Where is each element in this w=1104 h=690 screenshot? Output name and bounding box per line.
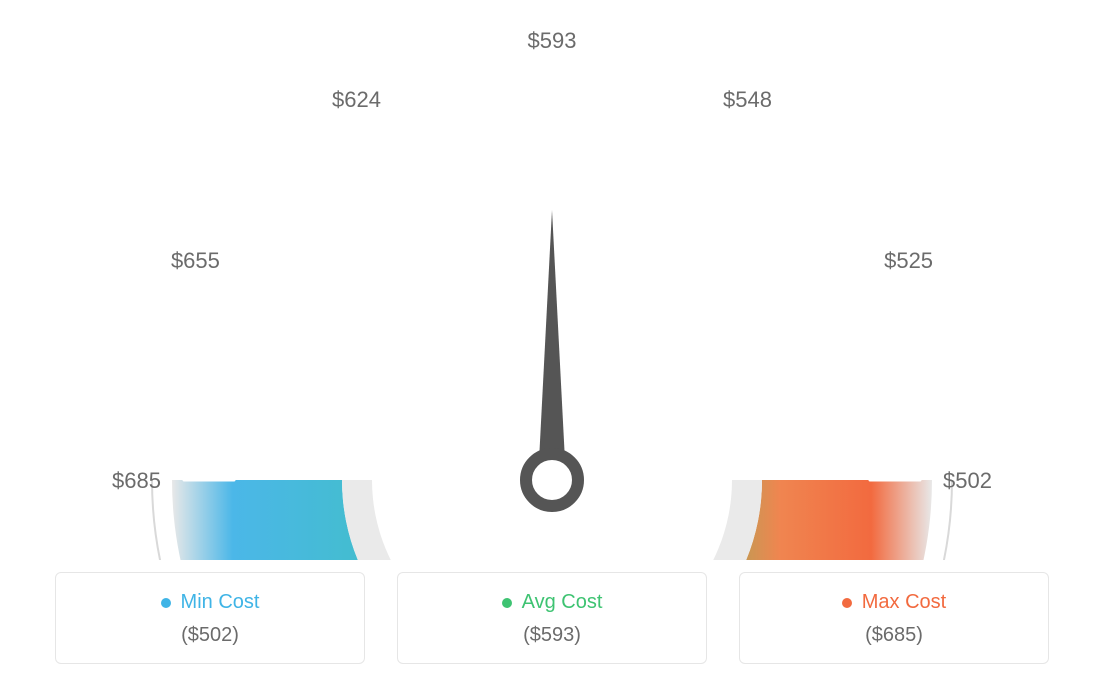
legend-value-min: ($502) — [66, 624, 354, 647]
gauge-chart: $502 $525 $548 $593 $624 $655 $685 — [0, 0, 1104, 560]
gauge-tick-label: $502 — [932, 468, 992, 494]
legend-row: Min Cost ($502) Avg Cost ($593) Max Cost… — [0, 560, 1104, 664]
gauge-tick-label: $624 — [332, 87, 381, 113]
legend-box-max: Max Cost ($685) — [739, 572, 1049, 664]
gauge-tick-label: $525 — [873, 248, 933, 274]
gauge-tick-label: $548 — [712, 87, 772, 113]
gauge-tick-label: $685 — [112, 468, 161, 494]
gauge-tick-label: $593 — [522, 28, 582, 54]
legend-box-avg: Avg Cost ($593) — [397, 572, 707, 664]
legend-dot-avg — [502, 598, 512, 608]
gauge-tick-label: $655 — [171, 248, 220, 274]
legend-value-avg: ($593) — [408, 624, 696, 647]
legend-dot-max — [842, 598, 852, 608]
legend-box-min: Min Cost ($502) — [55, 572, 365, 664]
legend-title-min: Min Cost — [181, 591, 260, 614]
legend-value-max: ($685) — [750, 624, 1038, 647]
legend-title-avg: Avg Cost — [522, 591, 603, 614]
legend-title-max: Max Cost — [862, 591, 946, 614]
legend-dot-min — [161, 598, 171, 608]
